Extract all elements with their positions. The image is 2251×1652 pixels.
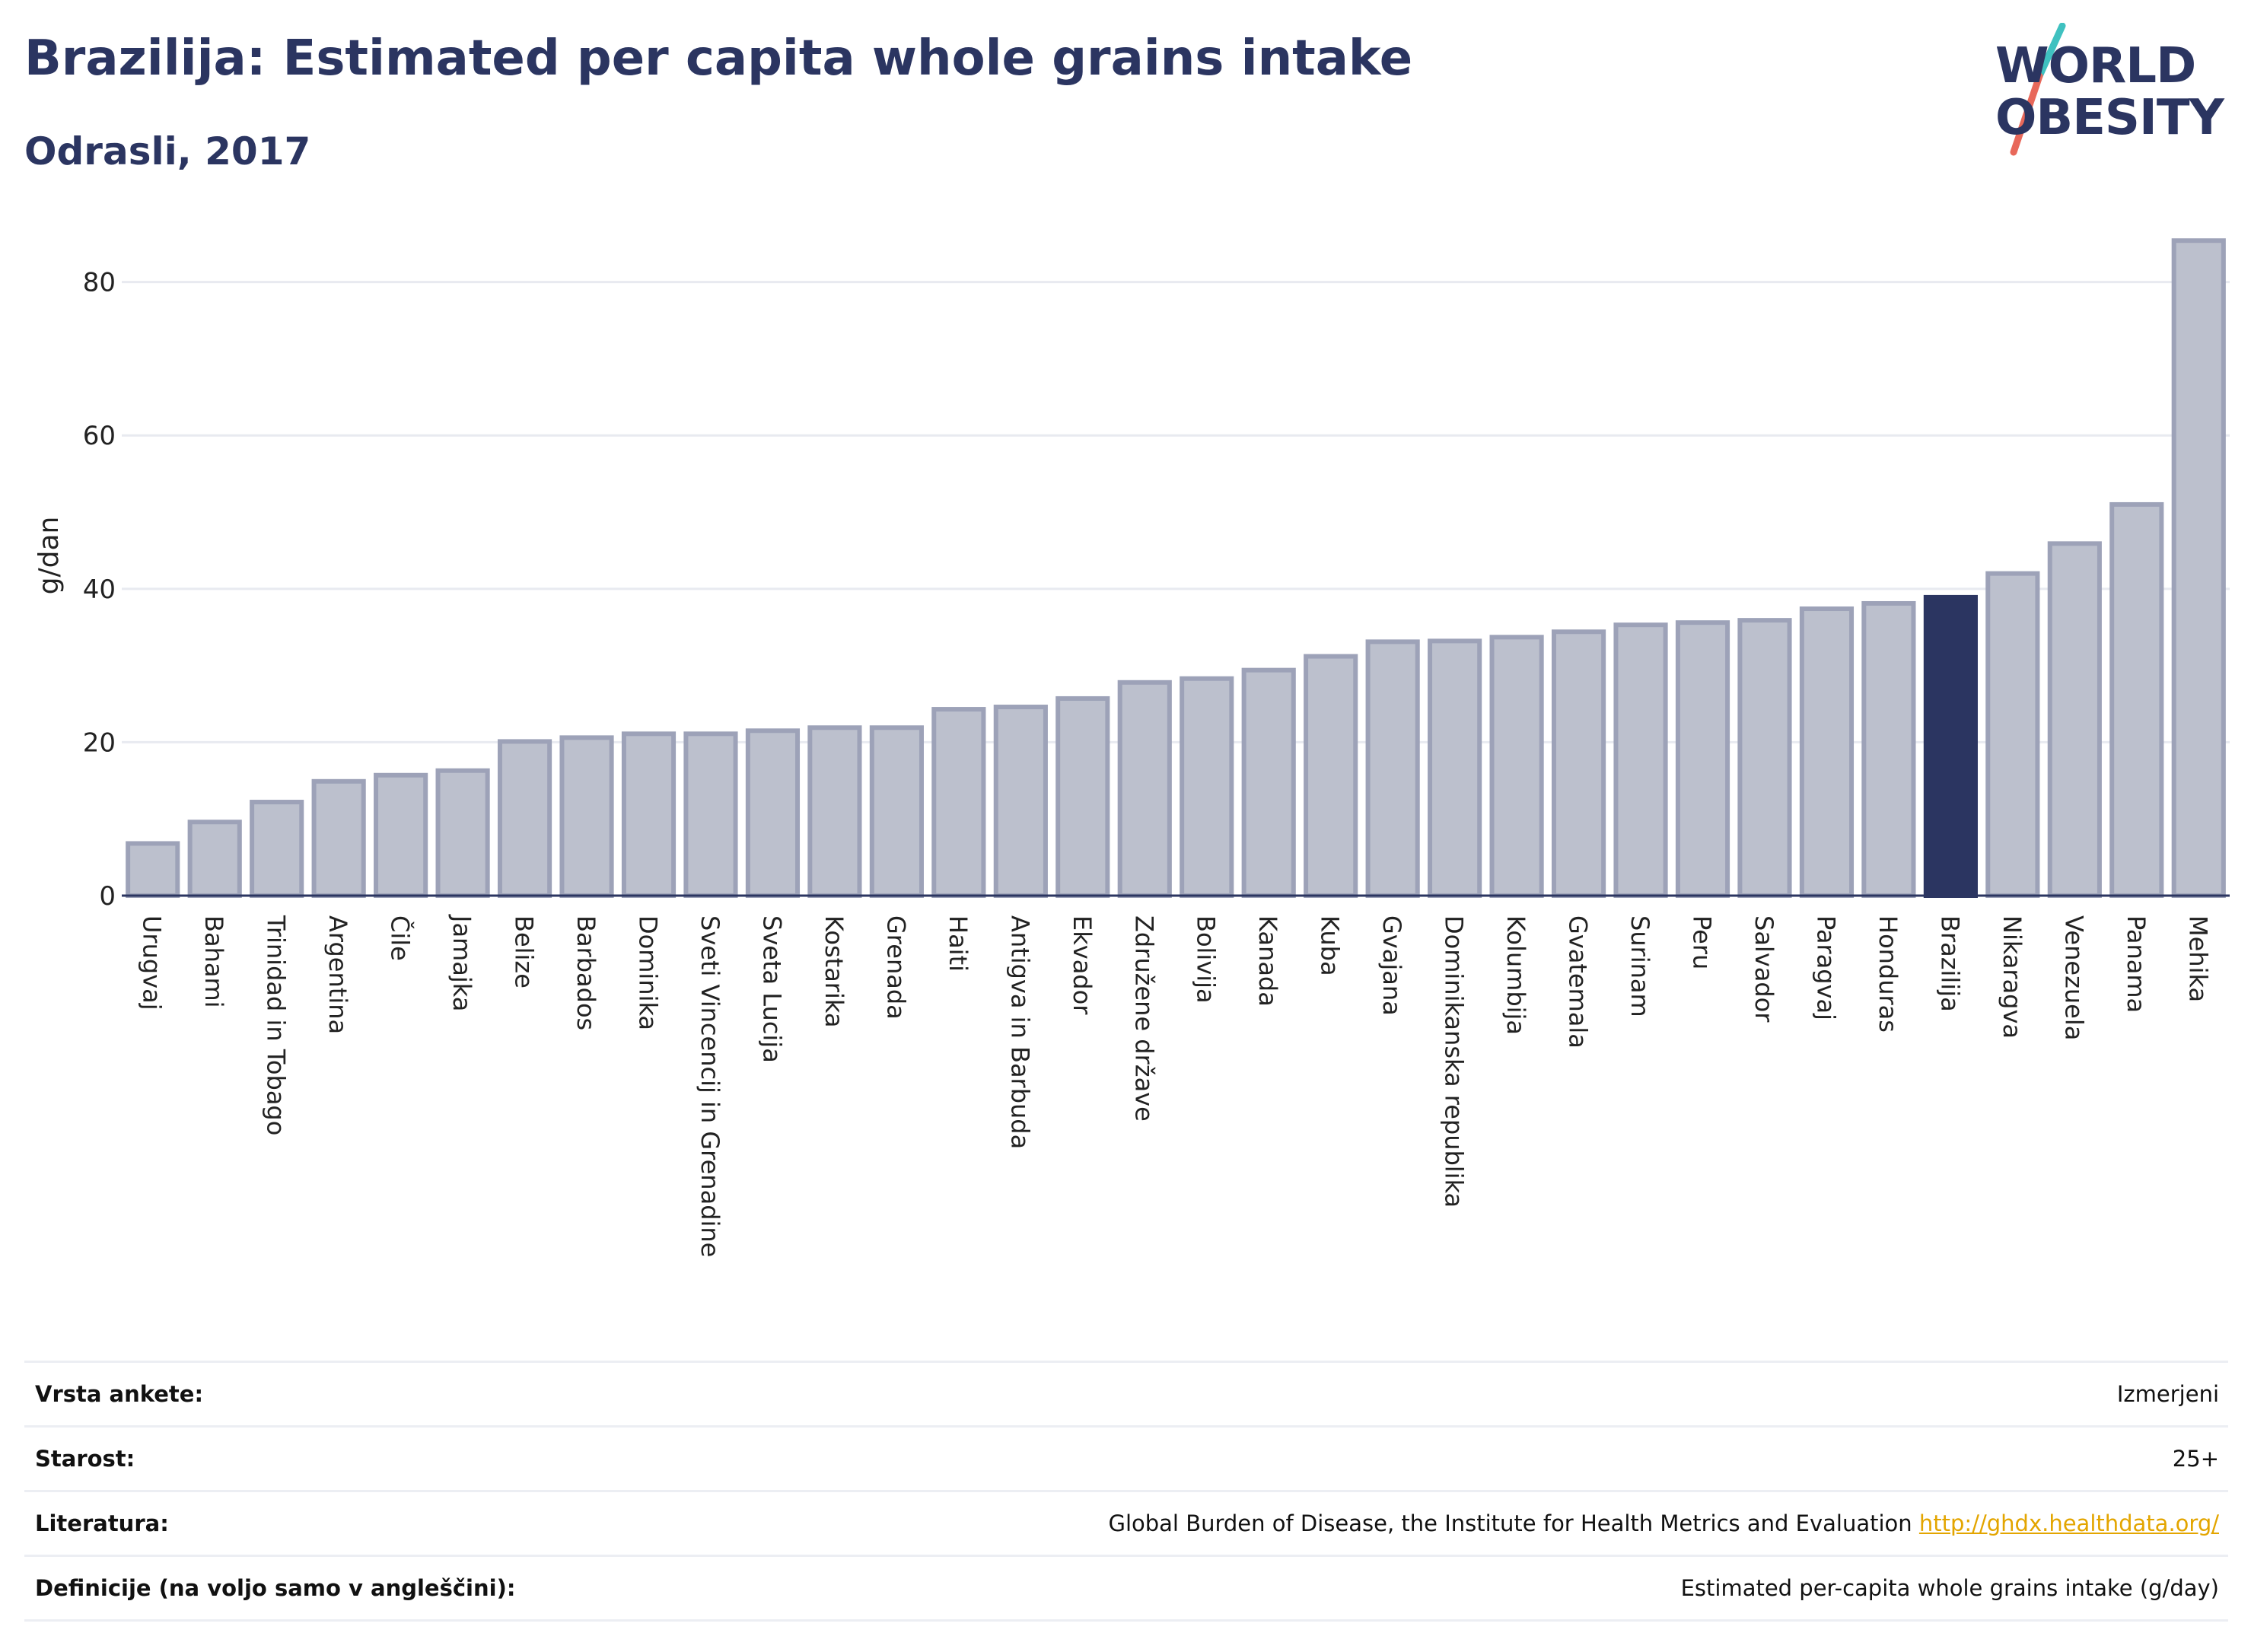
bar[interactable] [1180, 676, 1234, 898]
info-key: Literatura: [35, 1510, 169, 1536]
y-axis-label: g/dan [33, 517, 65, 595]
y-tick-label: 40 [83, 575, 116, 605]
x-tick-label: Paragvaj [1811, 915, 1840, 1020]
bar[interactable] [869, 725, 924, 898]
bar[interactable] [1489, 635, 1544, 899]
x-tick-label: Argentina [323, 915, 352, 1034]
x-tick-label: Urugvaj [138, 915, 167, 1011]
x-tick-label: Belize [510, 915, 539, 988]
x-tick-label: Kolumbija [1501, 915, 1530, 1035]
x-tick-label: Bolivija [1192, 915, 1221, 1004]
bar[interactable] [1551, 629, 1606, 898]
bars [126, 238, 2226, 899]
info-row-references: Literatura: Global Burden of Disease, th… [24, 1490, 2228, 1555]
bar[interactable] [250, 800, 304, 898]
x-tick-label: Sveti Vincencij in Grenadine [696, 915, 724, 1257]
info-value: Estimated per-capita whole grains intake… [1680, 1575, 2219, 1601]
x-tick-label: Jamajka [447, 914, 476, 1011]
x-tick-label: Brazilija [1935, 915, 1964, 1012]
y-tick-label: 0 [99, 881, 116, 912]
x-tick-label: Honduras [1874, 915, 1902, 1033]
x-tick-label: Barbados [572, 915, 600, 1030]
bar[interactable] [1985, 571, 2040, 899]
world-obesity-logo[interactable]: WORLD OBESITY [1979, 23, 2237, 160]
x-tick-label: Nikaragva [1998, 915, 2027, 1039]
bar[interactable] [497, 739, 552, 898]
x-tick-label: Sveta Lucija [757, 915, 786, 1063]
bar[interactable] [1675, 620, 1730, 898]
bar[interactable] [559, 735, 614, 899]
x-tick-label: Trinidad in Tobago [262, 915, 291, 1135]
info-key: Definicije (na voljo samo v angleščini): [35, 1575, 516, 1601]
x-tick-label: Antigva in Barbuda [1005, 915, 1034, 1149]
bar[interactable] [1799, 606, 1855, 899]
y-axis-ticks: 0 20 40 60 80 [83, 268, 116, 912]
x-tick-label: Bahami [199, 915, 228, 1008]
y-tick-label: 60 [83, 421, 116, 451]
bar[interactable] [374, 772, 428, 899]
bar[interactable] [1055, 695, 1110, 898]
bar[interactable] [311, 778, 366, 899]
x-tick-label: Gvajana [1377, 915, 1406, 1016]
x-tick-label: Peru [1688, 915, 1717, 969]
x-tick-label: Salvador [1750, 915, 1778, 1023]
bar[interactable] [1117, 680, 1172, 898]
chart-subtitle: Odrasli, 2017 [24, 129, 311, 173]
bar[interactable] [931, 707, 986, 898]
logo-text-world: WORLD [1995, 38, 2196, 94]
bar[interactable] [126, 841, 180, 899]
x-tick-label: Surinam [1625, 915, 1654, 1017]
bar[interactable] [1737, 618, 1792, 899]
x-tick-label: Združene države [1129, 915, 1158, 1122]
x-tick-label: Haiti [944, 915, 973, 972]
info-row-survey-type: Vrsta ankete: Izmerjeni [24, 1361, 2228, 1425]
info-value: 25+ [2172, 1446, 2219, 1472]
bar[interactable] [683, 731, 738, 898]
x-tick-label: Panama [2122, 915, 2151, 1013]
info-value: Izmerjeni [2116, 1381, 2219, 1407]
bar[interactable] [621, 731, 677, 898]
x-tick-label: Kuba [1316, 915, 1345, 976]
bar[interactable] [2171, 238, 2226, 898]
bar[interactable] [187, 820, 242, 898]
y-tick-label: 20 [83, 727, 116, 758]
x-tick-label: Kostarika [820, 915, 849, 1027]
x-tick-label: Ekvador [1068, 915, 1097, 1015]
x-tick-label: Čile [386, 915, 415, 961]
bar[interactable] [807, 725, 862, 898]
x-tick-label: Dominikanska republika [1440, 915, 1469, 1208]
bar[interactable] [1304, 654, 1358, 898]
logo-slash-icon [2010, 23, 2066, 156]
bar-highlighted[interactable] [1923, 594, 1978, 899]
x-tick-label: Dominika [634, 915, 663, 1030]
x-tick-label: Gvatemala [1564, 915, 1593, 1049]
bar[interactable] [993, 705, 1048, 898]
bar[interactable] [1241, 667, 1296, 898]
info-row-definitions: Definicije (na voljo samo v angleščini):… [24, 1555, 2228, 1622]
x-tick-label: Kanada [1253, 915, 1282, 1007]
bar[interactable] [435, 768, 490, 899]
x-tick-label: Mehika [2183, 915, 2212, 1002]
info-key: Vrsta ankete: [35, 1381, 204, 1407]
bar[interactable] [1365, 639, 1420, 899]
bar[interactable] [2109, 501, 2164, 898]
bar-chart: 0 20 40 60 80 Urugvaj Bahami Trinidad in Tobag… [33, 238, 2230, 1257]
x-axis-labels: Urugvaj Bahami Trinidad in Tobago Argentina… [138, 914, 2213, 1257]
info-value-group: Global Burden of Disease, the Institute … [1108, 1510, 2219, 1536]
chart-title: Brazilija: Estimated per capita whole gr… [24, 30, 1413, 87]
info-value: Global Burden of Disease, the Institute … [1108, 1510, 1912, 1536]
bar[interactable] [2047, 541, 2102, 898]
source-link[interactable]: http://ghdx.healthdata.org/ [1918, 1510, 2219, 1536]
bar[interactable] [1613, 622, 1668, 898]
info-row-age: Starost: 25+ [24, 1425, 2228, 1490]
bar[interactable] [745, 728, 801, 899]
logo-text-obesity: OBESITY [1995, 90, 2224, 146]
y-tick-label: 80 [83, 268, 116, 298]
x-tick-label: Grenada [881, 915, 910, 1020]
bar[interactable] [1861, 600, 1916, 898]
info-table: Vrsta ankete: Izmerjeni Starost: 25+ Lit… [24, 1361, 2228, 1622]
info-key: Starost: [35, 1446, 135, 1472]
x-tick-label: Venezuela [2059, 915, 2088, 1040]
bar[interactable] [1428, 638, 1482, 898]
